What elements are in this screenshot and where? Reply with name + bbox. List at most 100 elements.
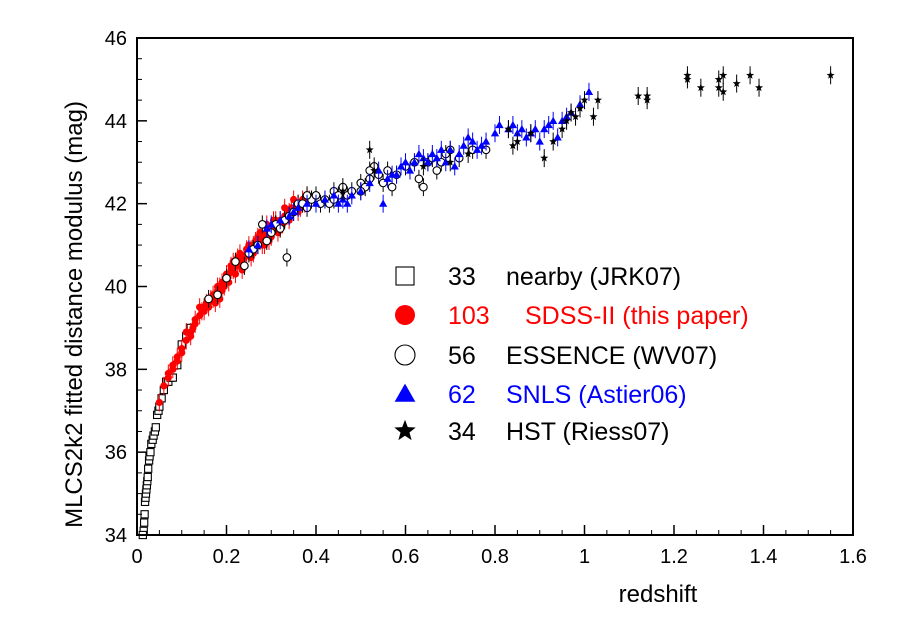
data-point bbox=[144, 464, 153, 473]
data-point bbox=[549, 137, 558, 145]
x-tick-label: 0.8 bbox=[481, 546, 509, 568]
data-point bbox=[719, 87, 728, 96]
y-tick-label: 34 bbox=[105, 525, 127, 547]
data-point bbox=[593, 95, 602, 104]
data-point bbox=[169, 361, 177, 369]
data-point bbox=[526, 129, 535, 137]
y-tick-label: 42 bbox=[105, 194, 127, 216]
data-point bbox=[544, 120, 553, 129]
data-point bbox=[446, 145, 455, 153]
legend-count: 62 bbox=[448, 381, 476, 409]
data-point bbox=[464, 133, 473, 141]
data-point bbox=[338, 186, 347, 195]
data-point bbox=[472, 145, 482, 153]
data-point bbox=[191, 316, 199, 324]
data-point bbox=[508, 141, 517, 150]
legend: 33 nearby (JRK07) 103 SDSS-II (this paper) 5… bbox=[394, 263, 749, 446]
data-point bbox=[140, 518, 149, 527]
data-point bbox=[634, 91, 643, 100]
data-point bbox=[267, 220, 276, 228]
data-point bbox=[302, 199, 312, 207]
data-point bbox=[374, 166, 383, 174]
legend-count: 56 bbox=[448, 342, 476, 370]
data-point bbox=[540, 153, 549, 162]
data-point bbox=[405, 166, 415, 174]
data-point bbox=[240, 261, 249, 271]
data-point bbox=[531, 124, 540, 133]
legend-label: ESSENCE (WV07) bbox=[506, 342, 717, 370]
data-point bbox=[437, 145, 446, 153]
legend-marker bbox=[394, 383, 416, 402]
data-point bbox=[396, 162, 406, 170]
data-point bbox=[580, 95, 589, 104]
data-point bbox=[517, 124, 526, 133]
data-point bbox=[508, 120, 518, 129]
data-point bbox=[320, 195, 330, 203]
data-point bbox=[432, 153, 441, 162]
data-point bbox=[329, 191, 339, 199]
data-point bbox=[155, 398, 163, 407]
data-point bbox=[262, 236, 272, 246]
data-point bbox=[262, 224, 271, 232]
data-point bbox=[356, 187, 365, 195]
data-point bbox=[334, 199, 343, 207]
legend-count: 34 bbox=[448, 418, 476, 446]
data-point bbox=[370, 166, 379, 174]
data-point bbox=[464, 149, 473, 158]
x-tick-label: 0.6 bbox=[392, 546, 420, 568]
data-point bbox=[553, 133, 562, 141]
legend-marker bbox=[395, 266, 415, 286]
axis-ticks: 0 0.2 0.4 0.6 0.8 1 1.2 1.4 1.6 34 36 38 40 42 44 46 bbox=[105, 28, 867, 568]
data-point bbox=[164, 374, 172, 382]
legend-count: 103 bbox=[448, 302, 490, 330]
data-point bbox=[365, 145, 374, 154]
data-point bbox=[558, 124, 567, 133]
data-point bbox=[196, 303, 204, 311]
data-point bbox=[504, 124, 513, 133]
data-point bbox=[719, 71, 728, 79]
data-point bbox=[562, 116, 571, 125]
data-point bbox=[549, 116, 558, 124]
data-point bbox=[282, 253, 292, 262]
data-point bbox=[696, 83, 705, 92]
data-point bbox=[401, 158, 410, 166]
data-point bbox=[683, 75, 692, 83]
data-point bbox=[575, 104, 585, 112]
data-point bbox=[347, 191, 356, 199]
data-point bbox=[540, 124, 549, 133]
legend-marker bbox=[394, 344, 416, 366]
data-point bbox=[826, 71, 835, 79]
y-tick-label: 44 bbox=[105, 111, 127, 133]
data-point bbox=[410, 158, 419, 166]
data-point bbox=[378, 199, 388, 207]
data-point bbox=[204, 294, 213, 304]
data-point bbox=[231, 257, 240, 267]
y-tick-label: 38 bbox=[105, 359, 127, 381]
data-point bbox=[146, 448, 155, 457]
series-3 bbox=[244, 82, 594, 259]
data-point bbox=[589, 112, 598, 121]
data-point bbox=[311, 199, 321, 207]
x-tick-label: 1.6 bbox=[839, 546, 867, 568]
data-point bbox=[160, 382, 168, 390]
data-point bbox=[584, 87, 594, 95]
x-tick-label: 0 bbox=[131, 546, 142, 568]
data-point bbox=[222, 273, 231, 283]
data-point bbox=[343, 199, 352, 207]
x-tick-label: 1.4 bbox=[750, 546, 778, 568]
data-point bbox=[754, 83, 764, 92]
data-point bbox=[746, 71, 755, 79]
data-point bbox=[481, 137, 491, 145]
data-point bbox=[151, 423, 160, 432]
legend-marker bbox=[395, 305, 415, 325]
data-point bbox=[714, 75, 723, 83]
data-point bbox=[253, 240, 262, 249]
data-point bbox=[365, 178, 374, 187]
x-tick-label: 0.2 bbox=[213, 546, 241, 568]
data-point bbox=[459, 141, 468, 149]
data-point bbox=[513, 137, 522, 145]
data-point bbox=[432, 166, 442, 175]
x-tick-label: 1.2 bbox=[660, 546, 688, 568]
